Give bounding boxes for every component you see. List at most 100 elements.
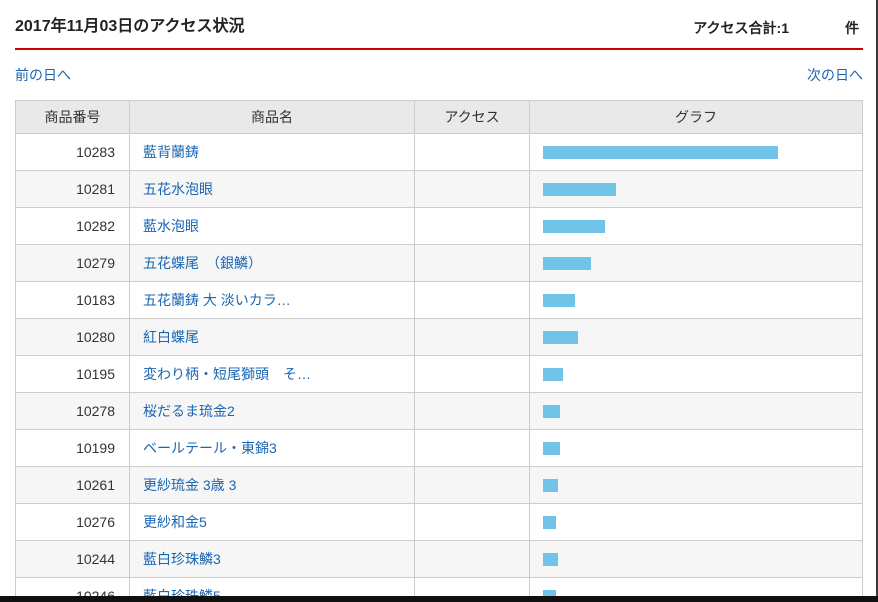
table-row: 10276 更紗和金5 [15,503,863,541]
header-divider [15,48,863,50]
product-name-link[interactable]: 五花水泡眼 [143,181,213,197]
access-bar [543,478,558,492]
product-code: 10281 [15,170,130,208]
product-name-cell: 五花蘭鋳 大 淡いカラ… [129,281,415,319]
access-count [414,503,530,541]
product-name-link[interactable]: 更紗和金5 [143,514,207,530]
product-name-cell: ベールテール・東錦3 [129,429,415,467]
product-name-cell: 藍白珍珠鱗3 [129,540,415,578]
table-row: 10281 五花水泡眼 [15,170,863,208]
product-name-link[interactable]: 五花蘭鋳 大 淡いカラ… [143,292,291,308]
product-name-cell: 紅白蝶尾 [129,318,415,356]
access-bar [543,293,575,307]
product-name-cell: 五花水泡眼 [129,170,415,208]
access-count [414,133,530,171]
access-count [414,540,530,578]
table-header-row: 商品番号 商品名 アクセス グラフ [15,100,863,134]
product-name-link[interactable]: 藍水泡眼 [143,218,199,234]
next-day-link[interactable]: 次の日へ [807,67,863,83]
access-count [414,281,530,319]
page-header: 2017年11月03日のアクセス状況 アクセス合計:1 件 [15,16,863,38]
page-title: 2017年11月03日のアクセス状況 [15,18,245,35]
graph-cell [529,540,863,578]
column-header-product-code: 商品番号 [15,100,130,134]
graph-cell [529,133,863,171]
graph-cell [529,207,863,245]
product-name-cell: 更紗和金5 [129,503,415,541]
day-nav: 前の日へ 次の日へ [15,66,863,84]
table-row: 10199 ベールテール・東錦3 [15,429,863,467]
graph-cell [529,429,863,467]
product-code: 10283 [15,133,130,171]
window-bottom-edge [0,596,878,602]
product-code: 10183 [15,281,130,319]
table-row: 10282 藍水泡眼 [15,207,863,245]
access-bar [543,367,563,381]
access-bar [543,404,560,418]
product-name-link[interactable]: 桜だるま琉金2 [143,403,235,419]
access-bar [543,182,616,196]
access-bar [543,515,556,529]
product-name-cell: 五花蝶尾 （銀鱗） [129,244,415,282]
column-header-graph: グラフ [529,100,863,134]
product-code: 10280 [15,318,130,356]
access-count [414,170,530,208]
product-code: 10244 [15,540,130,578]
access-table-body: 10283 藍背蘭鋳 10281 五花水泡眼 10282 藍水泡眼 10279 … [15,133,863,602]
access-count [414,392,530,430]
product-code: 10261 [15,466,130,504]
product-name-cell: 更紗琉金 3歳 3 [129,466,415,504]
access-bar [543,330,578,344]
product-code: 10282 [15,207,130,245]
access-bar [543,145,778,159]
column-header-product-name: 商品名 [129,100,415,134]
column-header-access: アクセス [414,100,530,134]
product-name-link[interactable]: 変わり柄・短尾獅頭 そ… [143,366,311,382]
table-row: 10283 藍背蘭鋳 [15,133,863,171]
product-name-cell: 桜だるま琉金2 [129,392,415,430]
table-row: 10280 紅白蝶尾 [15,318,863,356]
table-row: 10244 藍白珍珠鱗3 [15,540,863,578]
product-code: 10278 [15,392,130,430]
product-code: 10279 [15,244,130,282]
access-count [414,429,530,467]
product-name-link[interactable]: 藍背蘭鋳 [143,144,199,160]
graph-cell [529,503,863,541]
graph-cell [529,244,863,282]
access-total-label: アクセス合計:1 [693,20,789,36]
graph-cell [529,466,863,504]
product-name-cell: 藍水泡眼 [129,207,415,245]
product-code: 10199 [15,429,130,467]
access-count [414,244,530,282]
table-row: 10279 五花蝶尾 （銀鱗） [15,244,863,282]
graph-cell [529,281,863,319]
product-name-link[interactable]: ベールテール・東錦3 [143,440,277,456]
table-row: 10183 五花蘭鋳 大 淡いカラ… [15,281,863,319]
table-row: 10195 変わり柄・短尾獅頭 そ… [15,355,863,393]
window-right-edge [876,0,878,602]
graph-cell [529,170,863,208]
access-count [414,318,530,356]
access-count [414,466,530,504]
graph-cell [529,392,863,430]
access-table: 商品番号 商品名 アクセス グラフ 10283 藍背蘭鋳 10281 五花水泡眼… [15,100,863,602]
product-name-link[interactable]: 更紗琉金 3歳 3 [143,477,237,493]
access-bar [543,256,591,270]
access-total: アクセス合計:1 件 [693,18,863,38]
access-total-unit: 件 [845,20,859,36]
access-bar [543,441,560,455]
product-code: 10276 [15,503,130,541]
graph-cell [529,318,863,356]
product-name-link[interactable]: 藍白珍珠鱗3 [143,551,221,567]
graph-cell [529,355,863,393]
access-bar [543,552,558,566]
prev-day-link[interactable]: 前の日へ [15,67,71,83]
product-code: 10195 [15,355,130,393]
product-name-cell: 変わり柄・短尾獅頭 そ… [129,355,415,393]
product-name-link[interactable]: 紅白蝶尾 [143,329,199,345]
table-row: 10261 更紗琉金 3歳 3 [15,466,863,504]
access-bar [543,219,605,233]
table-row: 10278 桜だるま琉金2 [15,392,863,430]
product-name-link[interactable]: 五花蝶尾 （銀鱗） [143,255,262,271]
